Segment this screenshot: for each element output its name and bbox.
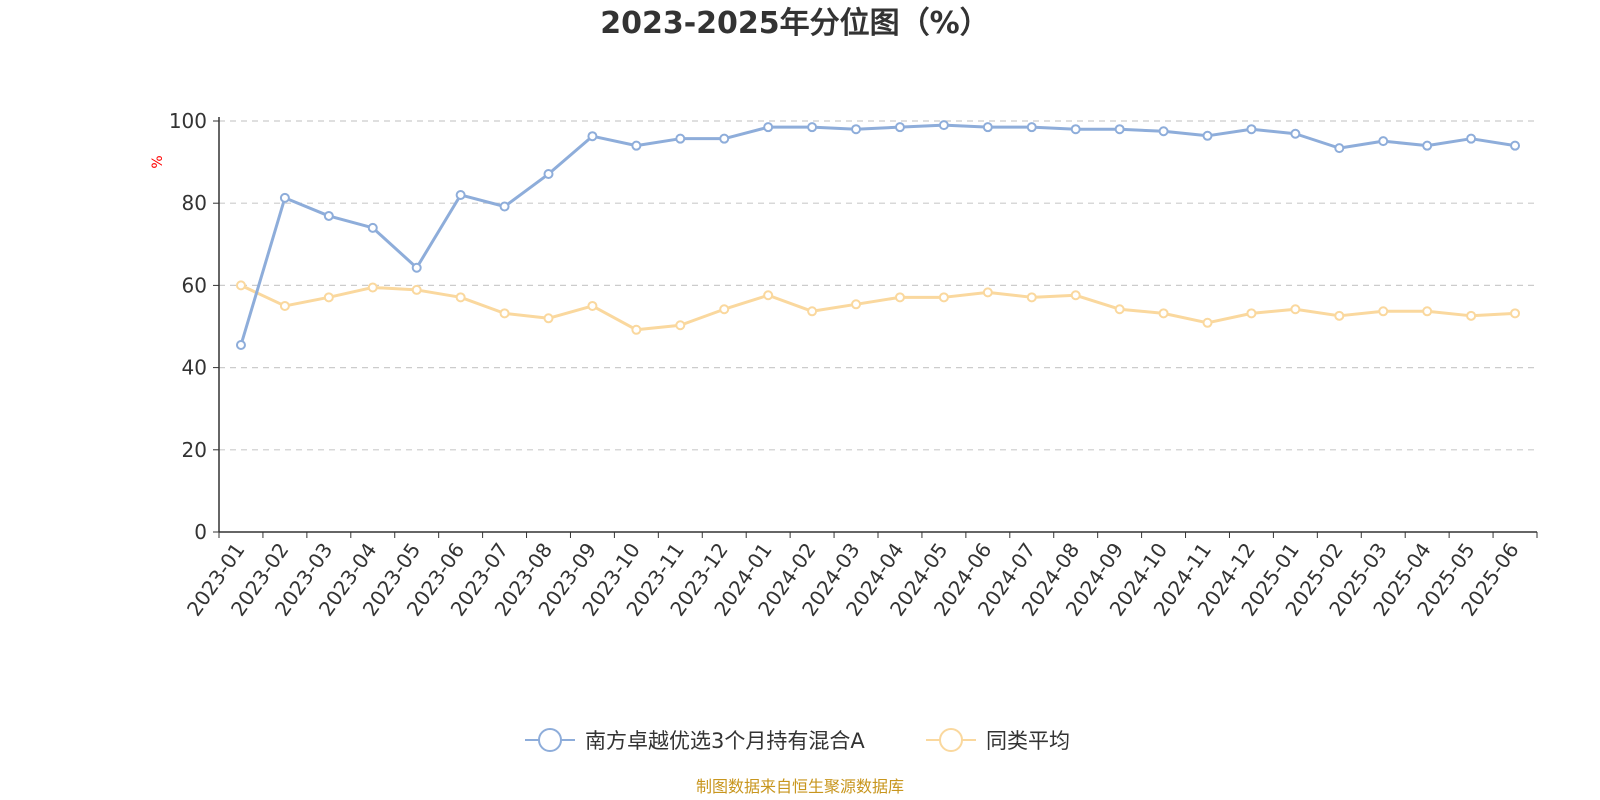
legend-label: 南方卓越优选3个月持有混合A bbox=[585, 729, 865, 753]
y-axis-unit-label: % bbox=[150, 155, 166, 168]
data-point[interactable] bbox=[1422, 140, 1433, 151]
data-point[interactable] bbox=[587, 131, 598, 142]
data-point[interactable] bbox=[543, 313, 554, 324]
legend-item[interactable]: 南方卓越优选3个月持有混合A bbox=[525, 728, 865, 753]
legend-circle-marker bbox=[538, 728, 562, 752]
data-point[interactable] bbox=[675, 133, 686, 144]
data-point[interactable] bbox=[411, 262, 422, 273]
data-point[interactable] bbox=[1466, 310, 1477, 321]
y-tick-label: 80 bbox=[182, 191, 207, 215]
data-point[interactable] bbox=[631, 140, 642, 151]
data-point[interactable] bbox=[851, 299, 862, 310]
y-tick-label: 0 bbox=[194, 520, 207, 544]
data-point[interactable] bbox=[1246, 308, 1257, 319]
data-point[interactable] bbox=[1158, 308, 1169, 319]
data-point[interactable] bbox=[1378, 136, 1389, 147]
data-point[interactable] bbox=[499, 308, 510, 319]
legend-item[interactable]: 同类平均 bbox=[926, 728, 1070, 753]
series-layer bbox=[235, 120, 1521, 350]
data-point[interactable] bbox=[719, 133, 730, 144]
data-point[interactable] bbox=[807, 306, 818, 317]
data-point[interactable] bbox=[367, 282, 378, 293]
data-point[interactable] bbox=[1510, 308, 1521, 319]
data-point[interactable] bbox=[1202, 130, 1213, 141]
axis-layer: 0204060801002023-012023-022023-032023-04… bbox=[169, 109, 1538, 620]
data-point[interactable] bbox=[1114, 304, 1125, 315]
data-point[interactable] bbox=[982, 122, 993, 133]
data-point[interactable] bbox=[1026, 292, 1037, 303]
data-point[interactable] bbox=[1290, 304, 1301, 315]
data-point[interactable] bbox=[235, 339, 246, 350]
legend[interactable]: 南方卓越优选3个月持有混合A 同类平均 bbox=[525, 728, 1070, 753]
data-point[interactable] bbox=[938, 120, 949, 131]
series-1 bbox=[235, 280, 1521, 335]
data-point[interactable] bbox=[982, 287, 993, 298]
y-tick-label: 40 bbox=[182, 356, 207, 380]
series-line bbox=[240, 284, 1516, 332]
data-point[interactable] bbox=[719, 304, 730, 315]
data-point[interactable] bbox=[1466, 133, 1477, 144]
data-point[interactable] bbox=[499, 201, 510, 212]
data-point[interactable] bbox=[894, 122, 905, 133]
data-point[interactable] bbox=[1334, 310, 1345, 321]
data-point[interactable] bbox=[367, 222, 378, 233]
data-point[interactable] bbox=[279, 300, 290, 311]
source-text: 制图数据来自恒生聚源数据库 bbox=[696, 777, 904, 796]
data-point[interactable] bbox=[1114, 124, 1125, 135]
data-point[interactable] bbox=[1510, 140, 1521, 151]
series-line bbox=[239, 123, 1516, 346]
data-point[interactable] bbox=[1070, 290, 1081, 301]
data-point[interactable] bbox=[1334, 143, 1345, 154]
data-point[interactable] bbox=[807, 122, 818, 133]
data-point[interactable] bbox=[851, 124, 862, 135]
data-point[interactable] bbox=[1026, 122, 1037, 133]
chart-title: 2023-2025年分位图（%） bbox=[600, 6, 990, 41]
data-point[interactable] bbox=[1246, 124, 1257, 135]
data-point[interactable] bbox=[763, 290, 774, 301]
data-point[interactable] bbox=[543, 169, 554, 180]
data-point[interactable] bbox=[323, 210, 334, 221]
data-point[interactable] bbox=[675, 320, 686, 331]
data-point[interactable] bbox=[763, 122, 774, 133]
data-point[interactable] bbox=[587, 300, 598, 311]
data-point[interactable] bbox=[938, 292, 949, 303]
data-point[interactable] bbox=[323, 292, 334, 303]
data-point[interactable] bbox=[1202, 317, 1213, 328]
y-tick-label: 100 bbox=[169, 109, 207, 133]
legend-label: 同类平均 bbox=[986, 729, 1070, 753]
data-point[interactable] bbox=[894, 292, 905, 303]
data-point[interactable] bbox=[235, 280, 246, 291]
data-point[interactable] bbox=[455, 292, 466, 303]
data-point[interactable] bbox=[1378, 306, 1389, 317]
y-tick-label: 60 bbox=[182, 273, 207, 297]
data-point[interactable] bbox=[1158, 126, 1169, 137]
data-point[interactable] bbox=[279, 192, 290, 203]
data-point[interactable] bbox=[631, 324, 642, 335]
data-point[interactable] bbox=[411, 284, 422, 295]
series-0 bbox=[235, 120, 1521, 350]
data-point[interactable] bbox=[1290, 128, 1301, 139]
data-point[interactable] bbox=[1422, 306, 1433, 317]
legend-circle-marker bbox=[939, 728, 963, 752]
y-tick-label: 20 bbox=[182, 438, 207, 462]
data-point[interactable] bbox=[1070, 124, 1081, 135]
data-point[interactable] bbox=[455, 189, 466, 200]
